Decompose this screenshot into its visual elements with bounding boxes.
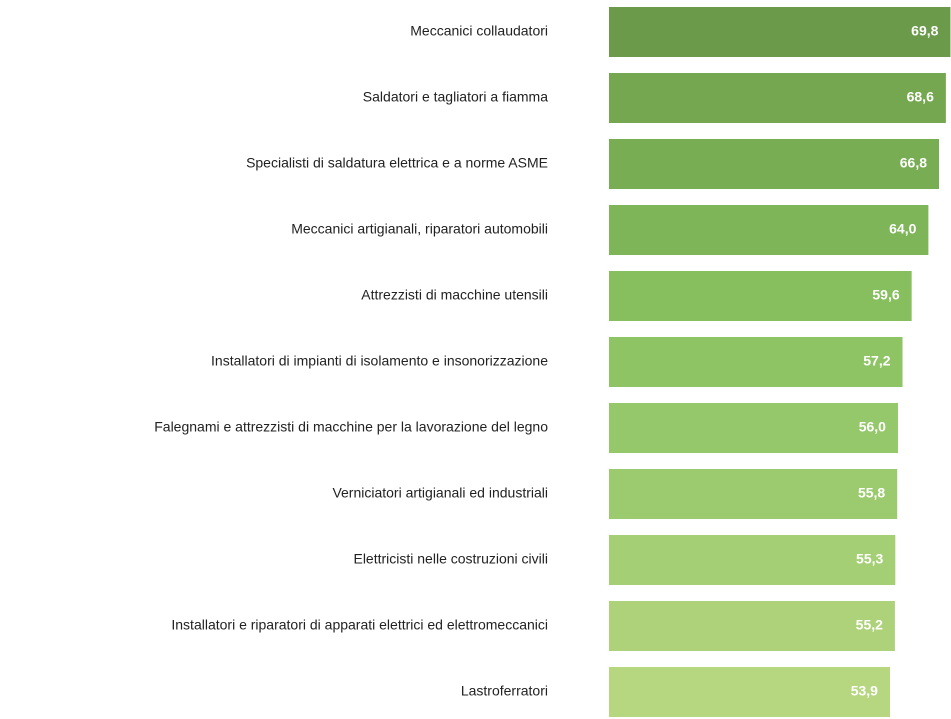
bar: [609, 601, 895, 651]
category-label: Falegnami e attrezzisti di macchine per …: [154, 419, 548, 435]
bar: [609, 337, 903, 387]
value-label: 55,2: [856, 617, 883, 633]
category-label: Meccanici artigianali, riparatori automo…: [291, 221, 548, 237]
value-label: 55,8: [858, 485, 885, 501]
category-label: Installatori di impianti di isolamento e…: [211, 353, 548, 369]
category-label: Attrezzisti di macchine utensili: [361, 287, 548, 303]
value-label: 69,8: [911, 23, 938, 39]
value-label: 53,9: [851, 683, 878, 699]
bar: [609, 139, 940, 189]
category-label: Meccanici collaudatori: [410, 23, 548, 39]
bar: [609, 535, 896, 585]
value-label: 55,3: [856, 551, 883, 567]
category-label: Lastroferratori: [461, 683, 548, 699]
value-label: 56,0: [859, 419, 886, 435]
category-label: Verniciatori artigianali ed industriali: [332, 485, 548, 501]
bar: [609, 469, 898, 519]
category-label: Elettricisti nelle costruzioni civili: [353, 551, 548, 567]
value-label: 59,6: [872, 287, 899, 303]
value-label: 66,8: [900, 155, 927, 171]
bar: [609, 403, 898, 453]
category-label: Saldatori e tagliatori a fiamma: [363, 89, 548, 105]
bar: [609, 271, 912, 321]
value-label: 57,2: [863, 353, 890, 369]
bar: [609, 667, 890, 717]
value-label: 68,6: [907, 89, 934, 105]
bar: [609, 7, 951, 57]
category-label: Installatori e riparatori di apparati el…: [171, 617, 548, 633]
value-label: 64,0: [889, 221, 916, 237]
bar: [609, 73, 946, 123]
category-label: Specialisti di saldatura elettrica e a n…: [246, 155, 548, 171]
bar: [609, 205, 929, 255]
